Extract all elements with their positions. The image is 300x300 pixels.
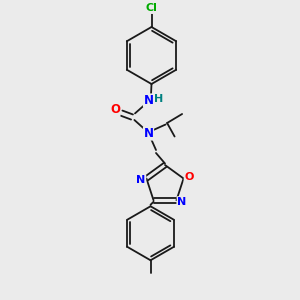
Text: Cl: Cl [146, 3, 158, 14]
Text: O: O [110, 103, 120, 116]
Text: N: N [177, 197, 187, 207]
Text: N: N [143, 127, 154, 140]
Text: H: H [154, 94, 164, 104]
Text: O: O [184, 172, 194, 182]
Text: N: N [136, 175, 146, 185]
Text: N: N [143, 94, 154, 107]
